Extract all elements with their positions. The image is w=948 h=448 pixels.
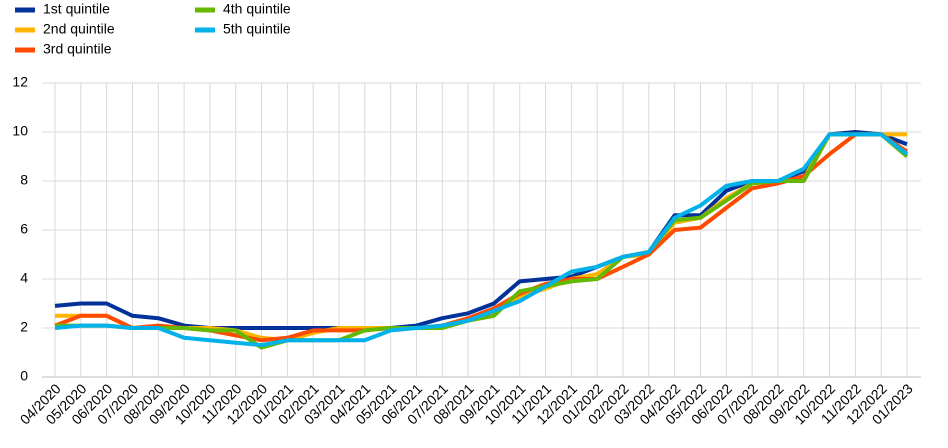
y-tick-label: 12: [12, 74, 28, 90]
legend-label: 1st quintile: [43, 1, 110, 17]
y-tick-label: 4: [20, 270, 28, 286]
legend-label: 2nd quintile: [43, 21, 115, 37]
y-tick-label: 8: [20, 172, 28, 188]
y-tick-label: 2: [20, 319, 28, 335]
legend-label: 4th quintile: [223, 1, 291, 17]
legend-label: 5th quintile: [223, 21, 291, 37]
series-line: [54, 132, 909, 348]
y-tick-label: 6: [20, 221, 28, 237]
y-tick-label: 0: [20, 368, 28, 384]
legend-label: 3rd quintile: [43, 41, 112, 57]
y-tick-label: 10: [12, 123, 28, 139]
